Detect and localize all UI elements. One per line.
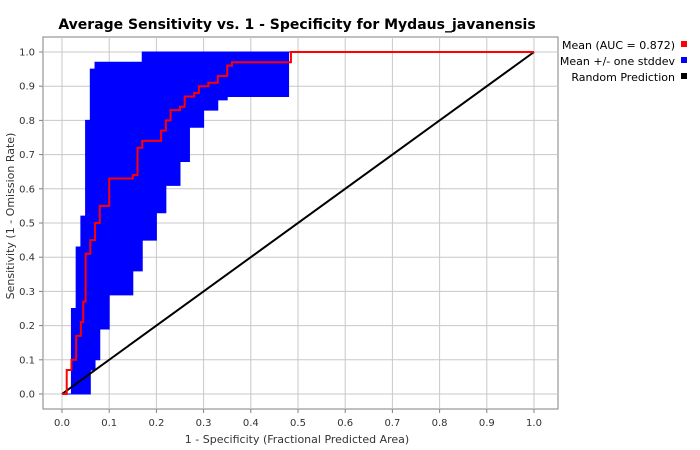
- mean-roc-line: [62, 51, 534, 395]
- y-tick-label: 0.4: [19, 253, 35, 264]
- legend-item-random-swatch: [681, 73, 687, 79]
- stddev-band: [62, 51, 534, 395]
- y-tick-label: 0.0: [19, 390, 35, 401]
- random-prediction-line: [61, 51, 535, 395]
- chart-title: Average Sensitivity vs. 1 - Specificity …: [58, 17, 535, 33]
- y-axis-ticks: 0.0 0.1 0.2 0.3 0.4 0.5 0.6 0.7 0.8 0.9 1.0: [19, 48, 43, 401]
- x-tick-label: 0.9: [479, 418, 495, 429]
- y-tick-label: 0.5: [19, 219, 35, 230]
- x-tick-label: 0.8: [432, 418, 448, 429]
- y-tick-label: 0.8: [19, 116, 35, 127]
- y-tick-label: 0.6: [19, 184, 35, 195]
- x-tick-label: 0.4: [243, 418, 259, 429]
- x-axis-label: 1 - Specificity (Fractional Predicted Ar…: [185, 433, 409, 446]
- x-tick-label: 0.0: [54, 418, 70, 429]
- x-tick-label: 0.6: [337, 418, 353, 429]
- y-axis-label: Sensitivity (1 - Omission Rate): [4, 133, 17, 300]
- y-tick-label: 0.7: [19, 150, 35, 161]
- x-tick-label: 1.0: [526, 418, 542, 429]
- legend-item-stddev-label: Mean +/- one stddev: [560, 55, 676, 68]
- y-tick-label: 1.0: [19, 48, 35, 59]
- x-tick-label: 0.5: [290, 418, 306, 429]
- stddev-band-area: [62, 51, 534, 395]
- y-tick-label: 0.9: [19, 82, 35, 93]
- x-tick-label: 0.1: [101, 418, 117, 429]
- y-tick-label: 0.2: [19, 321, 35, 332]
- x-tick-label: 0.7: [384, 418, 400, 429]
- x-tick-label: 0.2: [148, 418, 164, 429]
- legend-item-random-label: Random Prediction: [571, 71, 675, 84]
- legend-item-stddev-swatch: [681, 57, 687, 63]
- legend: Mean (AUC = 0.872) Mean +/- one stddev Ran…: [560, 39, 687, 84]
- series-lines: [61, 51, 535, 395]
- legend-item-mean-swatch: [681, 41, 687, 47]
- legend-item-mean-label: Mean (AUC = 0.872): [562, 39, 675, 52]
- y-tick-label: 0.3: [19, 287, 35, 298]
- y-tick-label: 0.1: [19, 355, 35, 366]
- x-tick-label: 0.3: [196, 418, 212, 429]
- x-axis-ticks: 0.0 0.1 0.2 0.3 0.4 0.5 0.6 0.7 0.8 0.9 1.0: [54, 409, 542, 429]
